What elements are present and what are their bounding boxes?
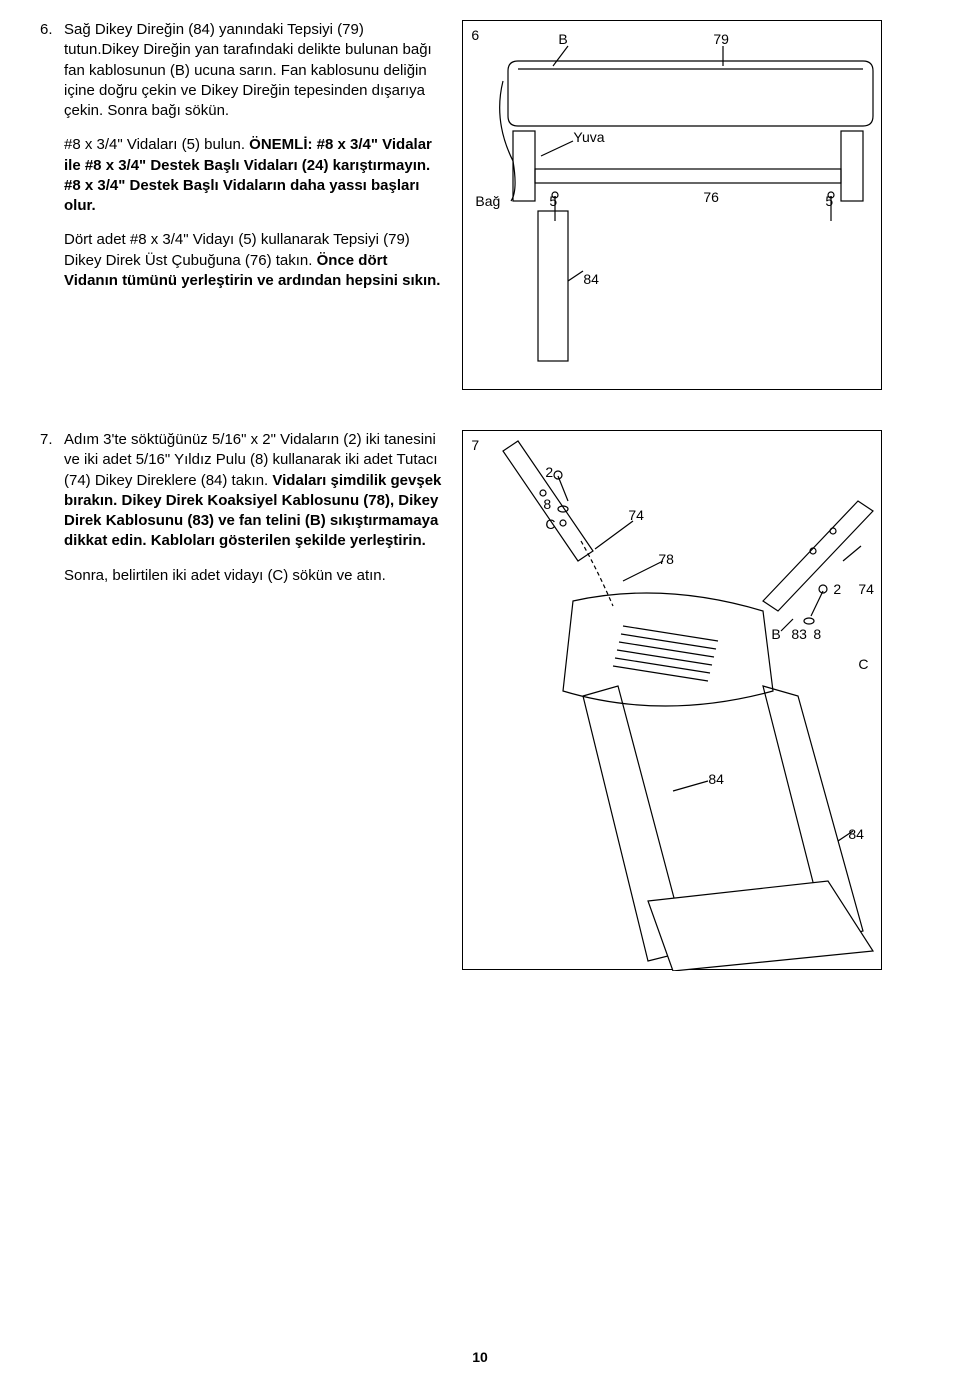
diagram-6: 6: [462, 20, 882, 390]
d7-8a: 8: [543, 496, 551, 512]
step-7-p1: Adım 3'te söktüğünüz 5/16" x 2" Vidaları…: [64, 430, 442, 552]
d6-5b: 5: [825, 193, 833, 209]
d6-76: 76: [703, 189, 719, 205]
step-6-p3: Dört adet #8 x 3/4" Vidayı (5) kullanara…: [64, 230, 442, 291]
step-6-p2: #8 x 3/4" Vidaları (5) bulun. ÖNEMLİ: #8…: [64, 135, 442, 216]
step-6-p2a: #8 x 3/4" Vidaları (5) bulun.: [64, 136, 249, 153]
d7-74a: 74: [628, 507, 644, 523]
step-7-number: 7.: [40, 430, 53, 450]
d7-84a: 84: [708, 771, 724, 787]
step-6-p1: Sağ Dikey Direğin (84) yanındaki Tepsiyi…: [64, 20, 442, 121]
d7-78: 78: [658, 551, 674, 567]
diagram-7: 7: [462, 430, 882, 970]
step-7-row: 7. Adım 3'te söktüğünüz 5/16" x 2" Vidal…: [40, 430, 920, 970]
step-6-text: 6. Sağ Dikey Direğin (84) yanındaki Teps…: [40, 20, 462, 390]
d6-B: B: [558, 31, 567, 47]
diagram-6-svg: [463, 21, 883, 391]
d7-74b: 74: [858, 581, 874, 597]
d7-84b: 84: [848, 826, 864, 842]
step-6-row: 6. Sağ Dikey Direğin (84) yanındaki Teps…: [40, 20, 920, 390]
d7-C2: C: [858, 656, 868, 672]
d6-5a: 5: [549, 193, 557, 209]
d7-83: 83: [791, 626, 807, 642]
step-7-p2: Sonra, belirtilen iki adet vidayı (C) sö…: [64, 566, 442, 586]
d7-2b: 2: [833, 581, 841, 597]
page-number: 10: [472, 1349, 488, 1365]
diagram-7-svg: [463, 431, 883, 971]
d7-8b: 8: [813, 626, 821, 642]
step-6-number: 6.: [40, 20, 53, 40]
diagram-6-col: 6: [462, 20, 920, 390]
d7-C1: C: [545, 516, 555, 532]
d7-B: B: [771, 626, 780, 642]
d6-yuva: Yuva: [573, 129, 604, 145]
d6-79: 79: [713, 31, 729, 47]
diagram-7-col: 7: [462, 430, 920, 970]
d6-84: 84: [583, 271, 599, 287]
d6-bag: Bağ: [475, 193, 500, 209]
d7-2a: 2: [545, 464, 553, 480]
step-7-text: 7. Adım 3'te söktüğünüz 5/16" x 2" Vidal…: [40, 430, 462, 970]
